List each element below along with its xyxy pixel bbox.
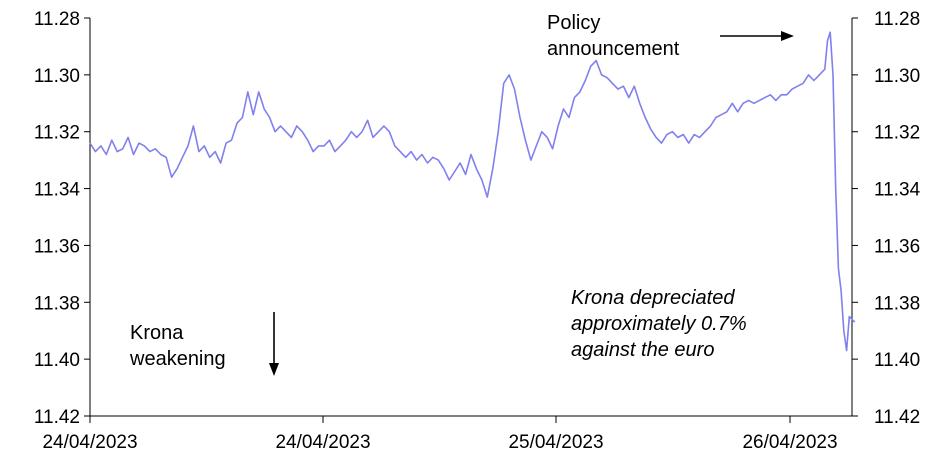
series-line	[89, 31, 856, 352]
y-tick-label-right-1: 11.30	[874, 66, 920, 87]
y-tick-label-right-5: 11.38	[874, 293, 920, 314]
y-tick-label-left-5: 11.38	[34, 293, 80, 314]
axes	[84, 17, 858, 423]
y-tick-label-left-7: 11.42	[34, 407, 80, 428]
policy-arrow-head	[781, 31, 794, 41]
y-tick-label-left-3: 11.34	[34, 180, 81, 201]
y-tick-label-right-7: 11.42	[874, 407, 920, 428]
annotation-arrows	[269, 31, 794, 376]
y-tick-label-right-4: 11.36	[874, 236, 920, 257]
depreciation-line-3: against the euro	[571, 339, 715, 361]
policy-annotation: Policy announcement	[547, 10, 679, 62]
x-tick-label-2: 25/04/2023	[508, 432, 603, 453]
x-tick-label-1: 24/04/2023	[275, 432, 370, 453]
policy-line-1: Policy	[547, 12, 601, 34]
policy-line-2: announcement	[547, 38, 680, 60]
y-tick-label-left-2: 11.32	[34, 123, 80, 144]
y-tick-label-left-4: 11.36	[34, 236, 80, 257]
y-tick-label-right-2: 11.32	[874, 123, 920, 144]
x-tick-label-0: 24/04/2023	[42, 432, 137, 453]
y-tick-label-left-1: 11.30	[34, 66, 80, 87]
depreciation-line-1: Krona depreciated	[571, 287, 735, 309]
depreciation-annotation: Krona depreciated approximately 0.7% aga…	[571, 285, 747, 363]
y-tick-label-right-0: 11.28	[874, 9, 920, 30]
krona-weakening-line-2: weakening	[130, 348, 226, 370]
y-tick-label-left-0: 11.28	[34, 9, 80, 30]
krona-weakening-annotation: Krona weakening	[130, 320, 226, 372]
krona-weakening-line-1: Krona	[130, 322, 184, 344]
y-tick-label-right-6: 11.40	[874, 350, 920, 371]
x-tick-label-3: 26/04/2023	[742, 432, 837, 453]
depreciation-line-2: approximately 0.7%	[571, 313, 747, 335]
tick-labels: 11.28 11.28 11.30 11.30 11.32 11.32 11.34 11.34…	[34, 9, 921, 453]
y-tick-label-right-3: 11.34	[874, 180, 921, 201]
weakening-arrow-head	[269, 363, 279, 376]
y-tick-label-left-6: 11.40	[34, 350, 80, 371]
